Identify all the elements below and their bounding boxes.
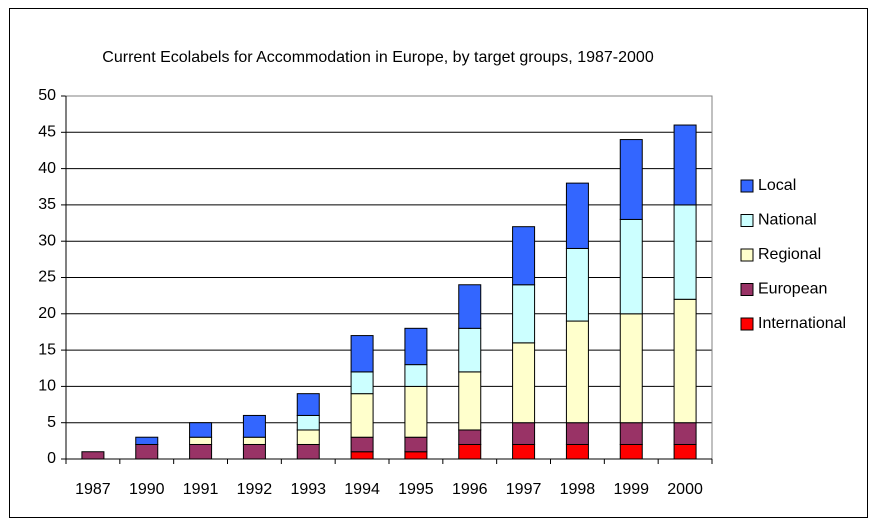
bar-segment [458,327,482,373]
y-tick-label: 15 [38,341,56,358]
legend-label: International [758,315,846,332]
bar-segment [242,436,266,445]
y-tick-label: 30 [38,232,56,249]
bar-segment [619,443,643,460]
legend-swatch [740,179,754,193]
y-tick-label: 10 [38,378,56,395]
bar-segment [242,414,266,438]
x-tick-label: 1996 [452,481,488,498]
bar-segment [512,422,536,445]
legend-label: European [758,281,827,298]
y-tick-label: 0 [47,450,56,467]
legend-swatch [740,283,754,296]
legend-label: Local [758,177,796,194]
bar-segment [458,284,482,329]
bar-segment [81,451,105,460]
bar-segment [296,443,320,460]
bar-segment [619,218,643,315]
bar-segment [404,451,428,460]
bar-segment [512,342,536,424]
bar-segment [673,422,697,445]
bar-segment [512,226,536,286]
y-tick-label: 50 [38,87,56,104]
y-tick-label: 20 [38,305,56,322]
bar-segment [458,371,482,431]
bar-segment [404,385,428,438]
x-tick-label: 1992 [237,481,273,498]
chart-border [9,8,868,518]
bar-segment [619,422,643,445]
bar-segment [673,204,697,300]
bar-segment [404,364,428,387]
bar-segment [673,443,697,460]
x-tick-label: 1997 [506,481,542,498]
bar-segment [404,327,428,366]
bar-segment [242,443,266,460]
bar-segment [565,422,589,445]
x-tick-label: 1987 [75,481,111,498]
x-tick-label: 1998 [560,481,596,498]
bar-segment [619,313,643,424]
bar-segment [565,320,589,424]
y-tick-label: 45 [38,124,56,141]
bar-segment [135,443,159,460]
bar-segment [350,393,374,438]
bar-segment [189,443,213,460]
x-tick-label: 1995 [398,481,434,498]
y-tick-label: 25 [38,269,56,286]
bar-segment [135,436,159,445]
bar-segment [512,284,536,344]
bar-segment [189,422,213,438]
chart-title: Current Ecolabels for Accommodation in E… [102,49,654,66]
bar-segment [565,443,589,460]
x-tick-label: 1993 [290,481,326,498]
y-tick-label: 35 [38,196,56,213]
bar-segment [350,451,374,460]
bar-segment [565,247,589,322]
x-tick-label: 1994 [344,481,380,498]
bar-segment [189,436,213,445]
bar-segment [458,443,482,460]
bar-segment [296,414,320,431]
x-tick-label: 2000 [667,481,703,498]
bar-segment [512,443,536,460]
bar-segment [565,182,589,249]
x-tick-label: 1991 [183,481,219,498]
bar-segment [404,436,428,453]
bar-segment [350,436,374,453]
y-tick-label: 40 [38,160,56,177]
legend-swatch [740,248,754,262]
y-tick-label: 5 [47,414,56,431]
legend-label: National [758,212,817,229]
bar-segment [350,371,374,395]
bar-segment [458,429,482,445]
legend-swatch [740,214,754,227]
bar-segment [350,335,374,373]
x-tick-label: 1990 [129,481,165,498]
bar-segment [619,139,643,220]
legend-swatch [740,317,754,331]
legend-label: Regional [758,246,821,263]
bar-segment [296,393,320,416]
bar-segment [673,124,697,206]
bar-segment [673,298,697,424]
bar-segment [296,429,320,445]
x-tick-label: 1999 [613,481,649,498]
